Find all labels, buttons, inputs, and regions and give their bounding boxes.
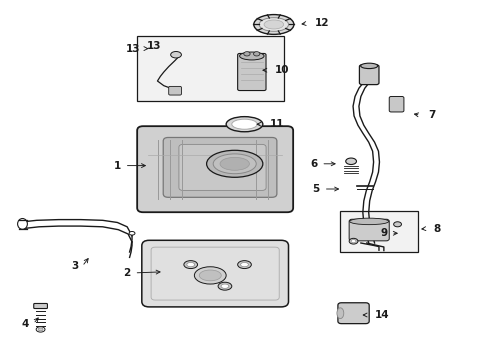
FancyBboxPatch shape xyxy=(337,303,368,324)
Text: 2: 2 xyxy=(123,268,130,278)
FancyBboxPatch shape xyxy=(359,65,378,85)
FancyBboxPatch shape xyxy=(348,219,388,241)
Ellipse shape xyxy=(231,119,257,129)
Ellipse shape xyxy=(264,20,283,29)
FancyBboxPatch shape xyxy=(179,144,265,190)
Ellipse shape xyxy=(225,117,263,132)
Ellipse shape xyxy=(336,308,343,319)
Text: 4: 4 xyxy=(22,319,29,329)
FancyBboxPatch shape xyxy=(34,303,47,309)
Ellipse shape xyxy=(393,222,401,227)
Text: 10: 10 xyxy=(275,65,289,75)
Text: 5: 5 xyxy=(312,184,319,194)
Bar xyxy=(137,36,283,101)
Ellipse shape xyxy=(253,15,293,34)
Ellipse shape xyxy=(194,267,225,284)
Ellipse shape xyxy=(18,219,27,229)
Ellipse shape xyxy=(220,157,249,170)
Text: 14: 14 xyxy=(374,310,389,320)
Ellipse shape xyxy=(129,231,135,235)
Ellipse shape xyxy=(36,327,45,332)
Ellipse shape xyxy=(218,282,231,290)
Ellipse shape xyxy=(240,262,248,267)
Text: 11: 11 xyxy=(269,119,284,129)
Ellipse shape xyxy=(349,218,388,225)
Ellipse shape xyxy=(350,240,355,243)
Ellipse shape xyxy=(259,18,288,31)
Text: 6: 6 xyxy=(309,159,317,169)
Text: 12: 12 xyxy=(314,18,328,28)
Ellipse shape xyxy=(221,284,228,288)
Ellipse shape xyxy=(348,238,357,244)
Ellipse shape xyxy=(199,270,221,281)
Ellipse shape xyxy=(237,261,251,269)
Ellipse shape xyxy=(213,154,256,174)
Ellipse shape xyxy=(360,63,377,68)
Ellipse shape xyxy=(170,51,181,58)
Ellipse shape xyxy=(38,328,43,331)
Text: 8: 8 xyxy=(433,224,440,234)
Text: 9: 9 xyxy=(379,228,386,238)
Ellipse shape xyxy=(183,261,197,269)
Text: 13: 13 xyxy=(125,44,140,54)
Ellipse shape xyxy=(244,51,250,56)
FancyBboxPatch shape xyxy=(388,96,403,112)
FancyBboxPatch shape xyxy=(142,240,288,307)
Ellipse shape xyxy=(239,52,264,60)
Text: 7: 7 xyxy=(427,110,434,120)
FancyBboxPatch shape xyxy=(237,54,265,91)
Text: 13: 13 xyxy=(146,41,161,51)
Bar xyxy=(339,211,417,252)
FancyBboxPatch shape xyxy=(163,138,276,197)
FancyBboxPatch shape xyxy=(137,126,292,212)
Ellipse shape xyxy=(345,158,356,165)
Text: 3: 3 xyxy=(71,261,78,271)
Ellipse shape xyxy=(253,51,260,56)
Ellipse shape xyxy=(206,150,263,177)
FancyBboxPatch shape xyxy=(168,86,181,95)
Text: 1: 1 xyxy=(113,161,121,171)
Ellipse shape xyxy=(186,262,194,267)
